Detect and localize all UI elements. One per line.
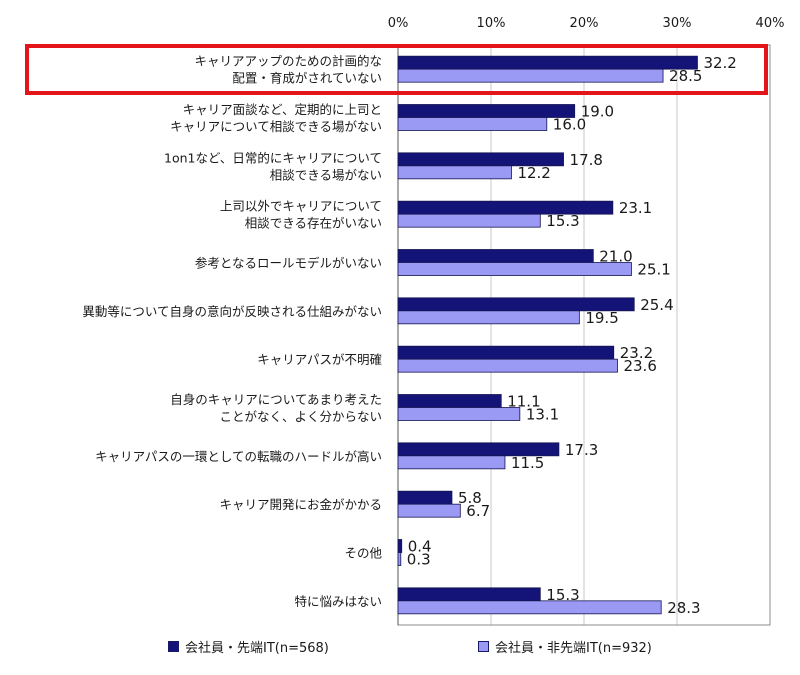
category-label: その他 bbox=[344, 546, 382, 561]
data-label-series-2: 0.3 bbox=[407, 551, 431, 569]
data-label-series-1: 23.1 bbox=[619, 199, 652, 217]
x-tick-label: 20% bbox=[570, 16, 599, 31]
data-label-series-2: 23.6 bbox=[623, 357, 656, 375]
data-label-series-2: 28.5 bbox=[669, 67, 702, 85]
data-label-series-1: 11.1 bbox=[507, 393, 540, 411]
bar-series-2 bbox=[397, 358, 618, 373]
data-label-series-1: 5.8 bbox=[458, 489, 482, 507]
bar-series-2 bbox=[397, 262, 632, 276]
category-label: キャリアについて相談できる場がない bbox=[170, 119, 382, 134]
bar-series-2 bbox=[397, 310, 580, 325]
legend-item-series-2: 会社員・非先端IT(n=932) bbox=[478, 637, 652, 656]
bar-series-2 bbox=[397, 552, 402, 566]
category-label: 1on1など、日常的にキャリアについて bbox=[164, 150, 382, 165]
category-label: 参考となるロールモデルがいない bbox=[195, 256, 382, 271]
data-label-series-1: 21.0 bbox=[599, 248, 632, 266]
category-label: キャリア面談など、定期的に上司と bbox=[183, 102, 382, 117]
data-label-series-2: 25.1 bbox=[637, 261, 670, 279]
category-label: 上司以外でキャリアについて bbox=[220, 199, 382, 214]
data-label-series-1: 25.4 bbox=[640, 296, 673, 314]
bar-series-2 bbox=[397, 600, 662, 615]
data-label-series-2: 16.0 bbox=[553, 116, 586, 134]
legend-item-series-1: 会社員・先端IT(n=568) bbox=[168, 637, 329, 656]
data-label-series-2: 12.2 bbox=[517, 164, 550, 182]
data-label-series-1: 17.3 bbox=[565, 441, 598, 459]
bar-series-2 bbox=[397, 503, 461, 518]
category-label: ことがなく、よく分からない bbox=[219, 409, 382, 424]
data-label-series-1: 0.4 bbox=[408, 538, 432, 556]
bar-series-2 bbox=[397, 165, 512, 180]
x-tick-label: 10% bbox=[477, 16, 506, 31]
data-label-series-2: 11.5 bbox=[511, 454, 544, 472]
bar-series-1 bbox=[397, 200, 614, 215]
data-label-series-2: 19.5 bbox=[585, 309, 618, 327]
legend-label-series-1: 会社員・先端IT(n=568) bbox=[185, 641, 329, 656]
bar-series-2 bbox=[397, 455, 506, 470]
x-tick-label: 0% bbox=[388, 16, 409, 31]
category-label: キャリア開発にお金がかかる bbox=[219, 497, 382, 512]
category-label: 特に悩みはない bbox=[294, 594, 382, 609]
data-label-series-1: 19.0 bbox=[581, 103, 614, 121]
category-label: キャリアアップのための計画的な bbox=[194, 54, 382, 69]
x-tick-label: 40% bbox=[756, 16, 785, 31]
bar-series-2 bbox=[397, 213, 541, 228]
bar-series-1 bbox=[397, 394, 502, 408]
category-label: キャリアパスが不明確 bbox=[257, 352, 382, 367]
bar-series-1 bbox=[397, 539, 403, 553]
bar-series-1 bbox=[397, 587, 541, 602]
data-label-series-2: 6.7 bbox=[466, 502, 490, 520]
data-label-series-1: 15.3 bbox=[546, 586, 579, 604]
category-label: キャリアパスの一環としての転職のハードルが高い bbox=[95, 449, 382, 464]
data-label-series-1: 17.8 bbox=[570, 151, 603, 169]
category-label: 相談できる場がない bbox=[270, 167, 382, 182]
category-label: 相談できる存在がいない bbox=[245, 216, 382, 231]
bar-series-1 bbox=[397, 104, 576, 118]
bar-series-1 bbox=[397, 55, 698, 70]
category-label: 自身のキャリアについてあまり考えた bbox=[170, 392, 382, 407]
legend-label-series-2: 会社員・非先端IT(n=932) bbox=[495, 641, 652, 656]
data-label-series-2: 15.3 bbox=[546, 212, 579, 230]
bar-series-1 bbox=[397, 490, 453, 505]
data-label-series-2: 13.1 bbox=[526, 406, 559, 424]
category-label: 異動等について自身の意向が反映される仕組みがない bbox=[82, 304, 382, 319]
legend-swatch-series-2 bbox=[478, 641, 489, 652]
legend-swatch-series-1 bbox=[168, 641, 179, 652]
bar-series-1 bbox=[397, 345, 615, 360]
data-label-series-1: 32.2 bbox=[703, 54, 736, 72]
bar-series-2 bbox=[397, 68, 664, 83]
x-tick-label: 30% bbox=[663, 16, 692, 31]
bar-series-1 bbox=[397, 249, 594, 263]
bar-series-2 bbox=[397, 407, 521, 421]
data-label-series-2: 28.3 bbox=[667, 599, 700, 617]
bar-series-2 bbox=[397, 117, 548, 131]
data-label-series-1: 23.2 bbox=[620, 344, 653, 362]
category-label: 配置・育成がされていない bbox=[232, 71, 382, 86]
